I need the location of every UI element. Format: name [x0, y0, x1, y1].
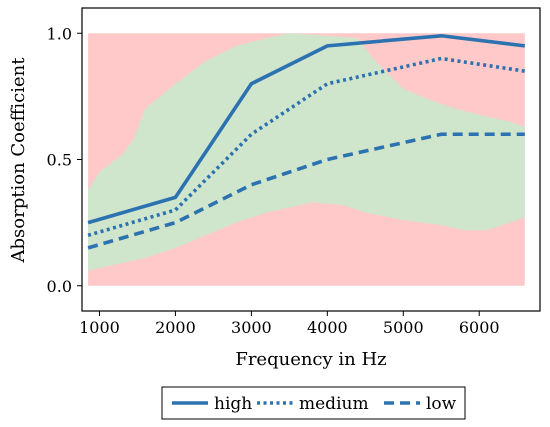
x-axis-title: Frequency in Hz — [235, 349, 386, 370]
x-tick-label: 2000 — [155, 318, 196, 337]
legend-label-high: high — [214, 394, 252, 414]
legend: high medium low — [161, 386, 466, 420]
plot-area — [87, 33, 526, 286]
legend-label-low: low — [426, 394, 457, 414]
series-line-high — [87, 33, 526, 225]
legend-label-medium: medium — [299, 394, 369, 414]
axes: 1000 2000 3000 4000 5000 6000 0.0 0.5 1.0 — [47, 24, 500, 337]
series-line-low — [87, 132, 525, 250]
y-tick-label: 1.0 — [47, 24, 72, 43]
x-tick-label: 1000 — [79, 318, 120, 337]
x-tick-label: 5000 — [383, 318, 424, 337]
y-tick-label: 0.0 — [47, 277, 72, 296]
y-axis-title: Absorption Coefficient — [8, 57, 29, 264]
x-tick-label: 3000 — [231, 318, 272, 337]
legend-frame — [161, 386, 466, 420]
y-tick-label: 0.5 — [47, 151, 72, 170]
x-tick-label: 4000 — [307, 318, 348, 337]
x-tick-label: 6000 — [459, 318, 500, 337]
